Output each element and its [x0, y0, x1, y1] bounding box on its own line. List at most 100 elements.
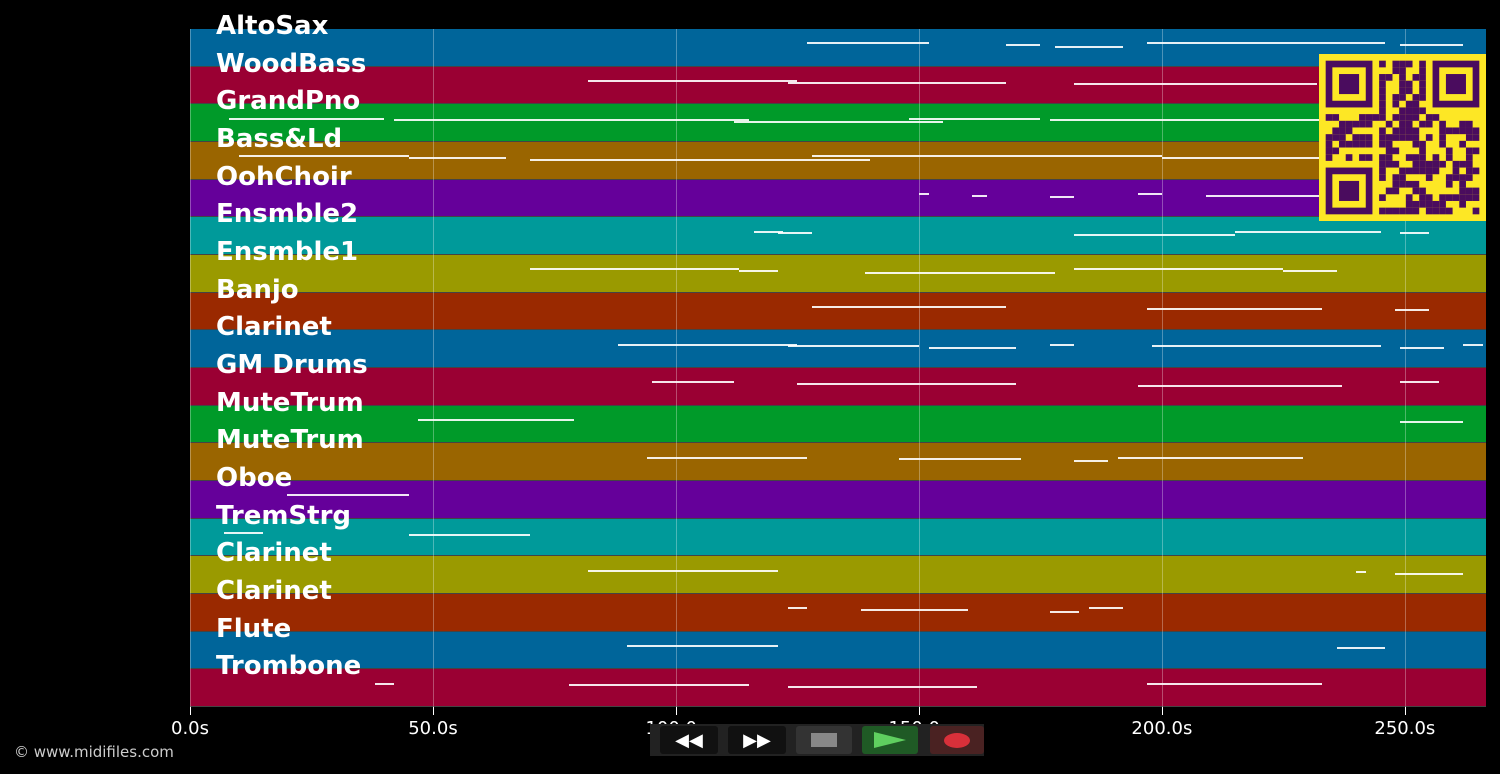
note-segment — [787, 607, 808, 610]
note-segment — [1283, 270, 1337, 273]
track-row — [190, 481, 1486, 519]
track-row — [190, 29, 1486, 67]
rewind-icon: ◀◀ — [675, 729, 703, 751]
track-label: OohChoir — [216, 161, 352, 192]
note-segment — [807, 42, 929, 45]
x-tick — [432, 707, 434, 715]
rewind-button[interactable]: ◀◀ — [660, 726, 718, 754]
track-label: Clarinet — [216, 538, 332, 569]
grid-line — [432, 29, 434, 707]
fast-forward-button[interactable]: ▶▶ — [728, 726, 786, 754]
track-row — [190, 594, 1486, 632]
note-segment — [1152, 345, 1381, 348]
note-segment — [865, 271, 1055, 274]
note-segment — [787, 81, 1007, 84]
qr-code-icon — [1319, 54, 1486, 221]
grid-line — [190, 29, 191, 707]
note-segment — [627, 645, 778, 648]
note-segment — [1336, 646, 1386, 649]
stop-icon — [811, 733, 837, 747]
note-segment — [1074, 460, 1109, 463]
track-row — [190, 556, 1486, 594]
note-segment — [1088, 607, 1123, 610]
note-segment — [646, 456, 808, 459]
play-icon — [874, 732, 906, 748]
x-tick-label: 200.0s — [1131, 718, 1193, 739]
track-label: MuteTrum — [216, 425, 364, 456]
track-label: Banjo — [216, 274, 299, 305]
note-segment — [418, 419, 574, 422]
play-button[interactable] — [862, 726, 918, 754]
x-tick-label: 250.0s — [1374, 718, 1436, 739]
note-segment — [1205, 194, 1332, 197]
track-label: MuteTrum — [216, 387, 364, 418]
note-segment — [651, 381, 735, 384]
note-segment — [1147, 42, 1386, 45]
track-row — [190, 405, 1486, 444]
note-segment — [569, 684, 749, 687]
note-segment — [1050, 196, 1075, 199]
x-tick-label: 50.0s — [408, 718, 458, 739]
track-label: TremStrg — [216, 500, 352, 531]
track-label: GrandPno — [216, 86, 361, 117]
track-label: AltoSax — [216, 11, 329, 41]
note-segment — [1118, 456, 1303, 459]
note-segment — [860, 609, 968, 612]
note-segment — [777, 232, 812, 235]
track-label: Bass&Ld — [216, 124, 343, 154]
grid-line — [1404, 29, 1406, 707]
note-segment — [1050, 610, 1080, 613]
note-segment — [787, 686, 978, 689]
note-segment — [1074, 234, 1235, 237]
grid-line — [918, 29, 920, 707]
note-segment — [1395, 573, 1464, 576]
grid-line — [675, 29, 677, 707]
note-segment — [797, 383, 1017, 386]
note-segment — [899, 458, 1021, 461]
track-label: Flute — [216, 613, 292, 644]
note-segment — [530, 268, 740, 271]
copyright-text: © www.midifiles.com — [14, 743, 174, 761]
note-segment — [1399, 347, 1444, 350]
note-segment — [1356, 571, 1366, 574]
note-segment — [1006, 44, 1041, 47]
record-icon — [944, 732, 970, 748]
track-label: WoodBass — [216, 48, 367, 79]
track-row — [190, 631, 1486, 670]
note-segment — [972, 194, 987, 197]
piano-roll-plot — [190, 29, 1486, 707]
note-segment — [1137, 193, 1162, 196]
note-segment — [928, 347, 1017, 350]
note-segment — [1054, 45, 1123, 48]
note-segment — [1147, 307, 1323, 310]
note-segment — [530, 158, 871, 161]
note-segment — [1074, 83, 1318, 86]
track-row — [190, 66, 1486, 105]
playback-controls: ◀◀ ▶▶ — [650, 724, 984, 756]
note-segment — [238, 155, 409, 158]
note-segment — [1161, 157, 1381, 160]
note-segment — [812, 155, 1162, 158]
note-segment — [1399, 44, 1464, 47]
fast-forward-icon: ▶▶ — [743, 729, 771, 751]
track-label: Ensmble1 — [216, 237, 359, 267]
track-label: Trombone — [216, 651, 362, 682]
track-row — [190, 330, 1486, 368]
track-label: GM Drums — [216, 350, 368, 380]
x-tick — [1404, 707, 1406, 715]
track-row — [190, 292, 1486, 331]
note-segment — [739, 270, 778, 273]
track-row — [190, 368, 1486, 406]
track-label: Ensmble2 — [216, 199, 359, 230]
note-segment — [408, 533, 531, 536]
note-segment — [1074, 268, 1284, 271]
record-button[interactable] — [930, 726, 984, 754]
note-segment — [1234, 230, 1381, 233]
x-tick — [1161, 707, 1163, 715]
x-tick — [918, 707, 920, 715]
stop-button[interactable] — [796, 726, 852, 754]
note-segment — [787, 345, 919, 348]
note-segment — [394, 119, 749, 122]
note-segment — [588, 569, 778, 572]
track-row — [190, 104, 1486, 142]
